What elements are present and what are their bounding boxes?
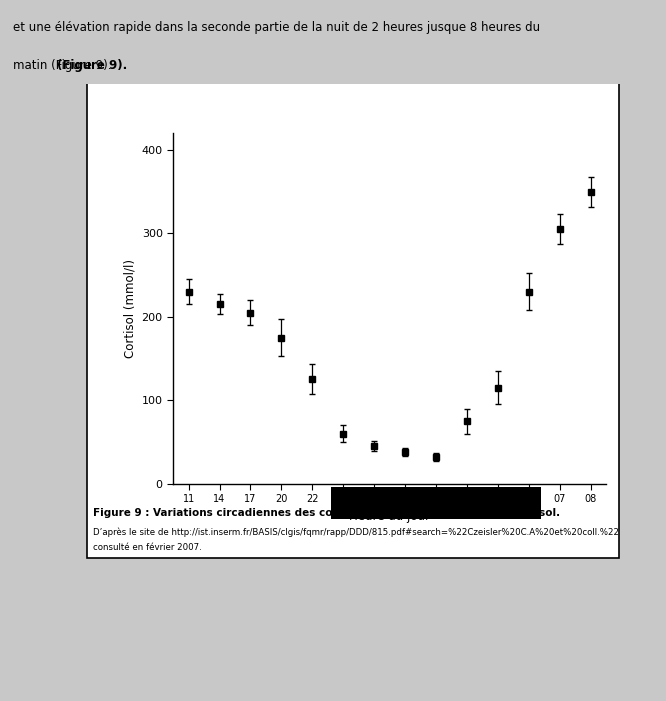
- Bar: [331, 487, 541, 519]
- Y-axis label: Cortisol (mmol/l): Cortisol (mmol/l): [123, 259, 136, 358]
- Text: D’après le site de http://ist.inserm.fr/BASIS/clgis/fqmr/rapp/DDD/815.pdf#search: D’après le site de http://ist.inserm.fr/…: [93, 528, 619, 538]
- Text: consulté en février 2007.: consulté en février 2007.: [93, 543, 202, 552]
- FancyBboxPatch shape: [87, 32, 619, 557]
- Text: Figure 9 : Variations circadiennes des concentrations plasmatiques de cortisol.: Figure 9 : Variations circadiennes des c…: [93, 508, 560, 518]
- Text: et une élévation rapide dans la seconde partie de la nuit de 2 heures jusque 8 h: et une élévation rapide dans la seconde …: [13, 21, 540, 34]
- Text: matin (Figure 9).: matin (Figure 9).: [13, 59, 112, 72]
- Text: (Figure 9).: (Figure 9).: [57, 59, 127, 72]
- X-axis label: Heure du jour: Heure du jour: [349, 510, 430, 523]
